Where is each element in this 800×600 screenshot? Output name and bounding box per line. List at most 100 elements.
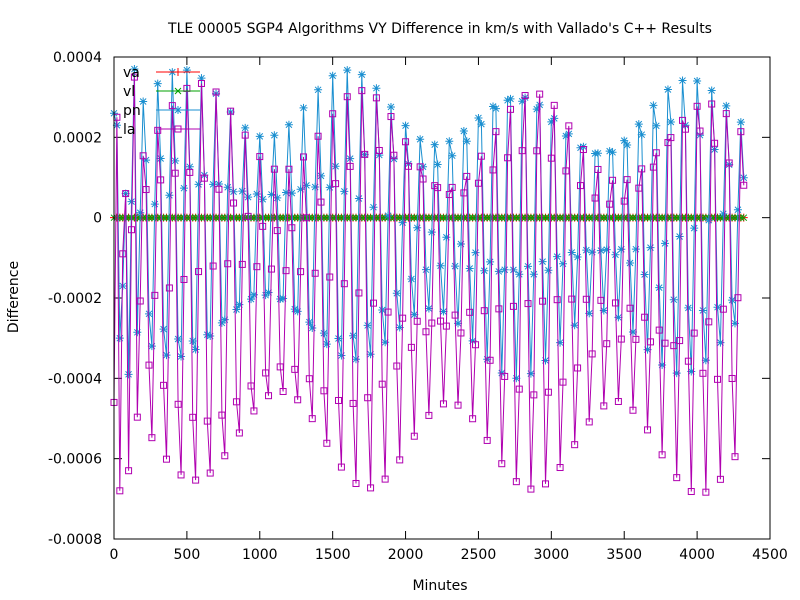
data-point — [585, 309, 594, 318]
data-point — [506, 94, 515, 103]
data-point — [148, 434, 156, 442]
data-point — [171, 214, 179, 222]
data-point — [676, 337, 684, 345]
data-point — [430, 140, 439, 149]
data-point — [337, 351, 346, 360]
data-point — [401, 121, 410, 130]
data-point — [705, 318, 713, 326]
data-point — [396, 456, 404, 464]
data-point — [267, 265, 275, 273]
data-point — [518, 97, 527, 106]
data-point — [346, 214, 354, 222]
data-point — [247, 295, 256, 304]
x-tick-label: 2500 — [461, 547, 497, 563]
x-tick-label: 1500 — [315, 547, 351, 563]
data-point — [640, 270, 649, 279]
data-point — [244, 212, 252, 220]
data-point — [287, 189, 296, 198]
y-tick-label: 0.0002 — [53, 130, 102, 146]
data-point — [553, 214, 561, 222]
data-point — [384, 308, 392, 316]
data-point — [574, 364, 582, 372]
data-point — [367, 484, 375, 492]
data-point — [658, 451, 666, 459]
y-tick-label: -0.0008 — [48, 532, 102, 548]
data-point — [235, 300, 244, 309]
data-point — [293, 307, 302, 316]
data-point — [133, 328, 142, 337]
data-point — [518, 147, 526, 155]
data-point — [440, 214, 447, 222]
data-point — [393, 362, 401, 370]
data-point — [684, 357, 692, 365]
data-point — [568, 214, 576, 222]
data-point — [151, 291, 159, 299]
data-point — [719, 305, 727, 313]
data-point — [457, 329, 465, 337]
data-point — [197, 79, 205, 87]
data-point — [725, 214, 733, 222]
data-point — [424, 304, 433, 313]
data-point — [679, 116, 687, 124]
data-point — [480, 266, 489, 275]
data-point — [148, 214, 156, 222]
data-point — [474, 179, 482, 187]
data-point — [559, 378, 567, 386]
data-point — [553, 252, 562, 261]
data-point — [220, 315, 229, 324]
data-point — [561, 132, 570, 141]
data-point — [142, 156, 151, 165]
data-point — [156, 154, 165, 163]
data-point — [652, 121, 661, 130]
data-point — [454, 401, 462, 409]
data-point — [740, 181, 748, 189]
data-point — [160, 381, 168, 389]
data-point — [637, 130, 646, 139]
data-point — [334, 334, 343, 343]
axis-ticks: 0 500 1000 1500 2000 2500 3000 3500 4000 4500 -0.0… — [48, 50, 788, 563]
data-point — [486, 356, 494, 364]
data-point — [542, 214, 549, 222]
data-point — [670, 342, 678, 350]
data-point — [378, 380, 386, 388]
data-point — [154, 126, 162, 134]
data-point — [288, 224, 296, 232]
data-point — [299, 103, 308, 112]
data-point — [197, 74, 206, 83]
data-point — [326, 273, 334, 281]
data-point — [253, 214, 261, 222]
x-tick-label: 1000 — [242, 547, 278, 563]
data-point — [498, 460, 506, 468]
data-point — [291, 365, 299, 373]
data-point — [585, 214, 593, 222]
data-point — [661, 339, 669, 347]
data-point — [323, 439, 331, 447]
data-point — [224, 214, 232, 222]
data-point — [395, 323, 404, 332]
data-point — [687, 367, 696, 376]
data-point — [681, 125, 689, 133]
data-point — [305, 375, 313, 383]
data-point — [157, 176, 165, 184]
data-point — [740, 214, 748, 222]
data-point — [308, 415, 316, 423]
data-point — [375, 214, 383, 222]
data-point — [144, 309, 153, 318]
data-point — [603, 214, 611, 222]
data-point — [124, 370, 133, 379]
data-point — [442, 322, 450, 330]
data-point — [367, 214, 374, 222]
data-point — [608, 148, 617, 157]
data-point — [571, 214, 579, 222]
data-point — [617, 335, 625, 343]
data-point — [410, 310, 419, 319]
data-point — [448, 151, 457, 160]
data-point — [609, 176, 617, 184]
data-point — [297, 268, 305, 276]
data-point — [599, 306, 608, 315]
data-point — [492, 128, 500, 136]
data-point — [722, 101, 731, 110]
data-point — [392, 289, 401, 298]
data-point — [337, 463, 345, 471]
data-point — [483, 214, 491, 222]
